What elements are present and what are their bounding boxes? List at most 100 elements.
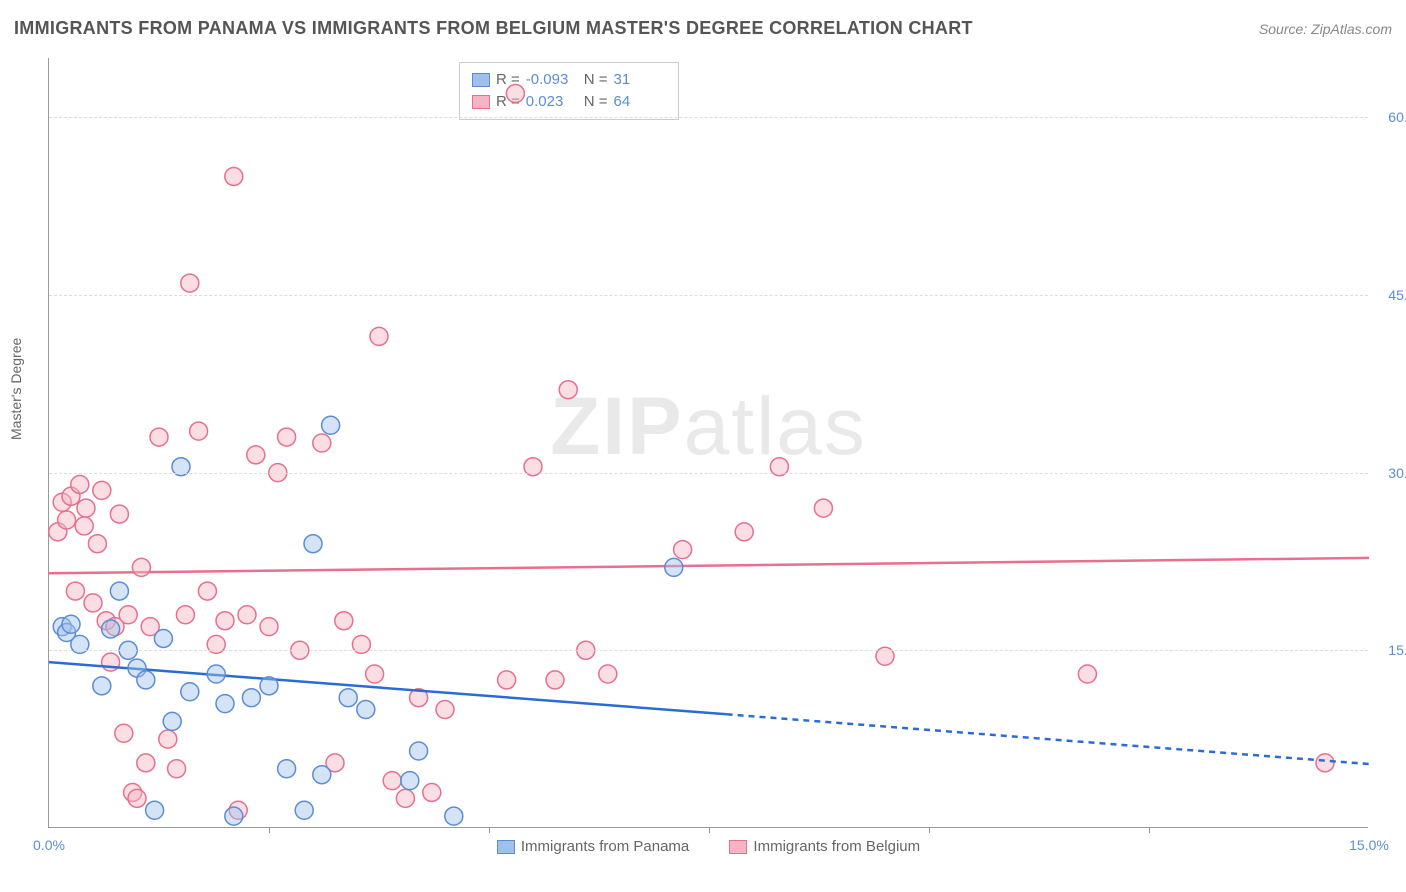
data-point [498,671,516,689]
data-point [150,428,168,446]
data-point [137,754,155,772]
data-point [93,677,111,695]
data-point [159,730,177,748]
data-point [154,629,172,647]
data-point [396,789,414,807]
data-point [260,618,278,636]
data-point [1078,665,1096,683]
data-point [110,505,128,523]
x-tick [709,827,710,833]
data-point [216,612,234,630]
data-point [207,665,225,683]
data-point [735,523,753,541]
data-point [335,612,353,630]
data-point [102,620,120,638]
x-tick [929,827,930,833]
data-point [137,671,155,689]
regression-line [49,558,1369,573]
source-name: ZipAtlas.com [1311,21,1392,37]
data-point [304,535,322,553]
data-point [423,783,441,801]
data-point [66,582,84,600]
data-point [146,801,164,819]
data-point [132,558,150,576]
grid-line [49,117,1368,118]
data-point [313,766,331,784]
data-point [260,677,278,695]
data-point [225,807,243,825]
data-point [278,428,296,446]
grid-line [49,650,1368,651]
data-point [93,481,111,499]
data-point [176,606,194,624]
data-point [88,535,106,553]
chart-header: IMMIGRANTS FROM PANAMA VS IMMIGRANTS FRO… [14,18,1392,39]
data-point [198,582,216,600]
bottom-swatch-panama [497,840,515,854]
data-point [370,327,388,345]
x-tick-label: 15.0% [1349,837,1389,853]
chart-svg [49,58,1368,827]
data-point [674,541,692,559]
regression-line-dashed [727,714,1369,764]
data-point [357,701,375,719]
bottom-label-belgium: Immigrants from Belgium [753,838,920,855]
data-point [71,475,89,493]
data-point [599,665,617,683]
data-point [128,789,146,807]
y-tick-label: 15.0% [1388,642,1406,658]
data-point [366,665,384,683]
data-point [339,689,357,707]
data-point [181,274,199,292]
data-point [322,416,340,434]
x-tick-label: 0.0% [33,837,65,853]
bottom-legend: Immigrants from Panama Immigrants from B… [49,838,1368,855]
bottom-legend-belgium: Immigrants from Belgium [729,838,920,855]
x-tick [489,827,490,833]
data-point [84,594,102,612]
data-point [58,511,76,529]
data-point [410,742,428,760]
data-point [119,606,137,624]
bottom-label-panama: Immigrants from Panama [521,838,689,855]
data-point [546,671,564,689]
data-point [77,499,95,517]
data-point [238,606,256,624]
plot-area: ZIPatlas R = -0.093 N = 31 R = 0.023 N =… [48,58,1368,828]
grid-line [49,473,1368,474]
chart-source: Source: ZipAtlas.com [1259,21,1392,37]
y-tick-label: 45.0% [1388,287,1406,303]
data-point [278,760,296,778]
data-point [110,582,128,600]
source-label: Source: [1259,21,1311,37]
x-tick [269,827,270,833]
data-point [115,724,133,742]
bottom-legend-panama: Immigrants from Panama [497,838,694,855]
data-point [665,558,683,576]
data-point [313,434,331,452]
data-point [75,517,93,535]
y-tick-label: 30.0% [1388,465,1406,481]
chart-title: IMMIGRANTS FROM PANAMA VS IMMIGRANTS FRO… [14,18,973,39]
data-point [401,772,419,790]
y-axis-label: Master's Degree [8,338,24,440]
bottom-swatch-belgium [729,840,747,854]
grid-line [49,295,1368,296]
y-tick-label: 60.0% [1388,109,1406,125]
data-point [163,712,181,730]
data-point [216,695,234,713]
data-point [225,167,243,185]
data-point [247,446,265,464]
data-point [814,499,832,517]
data-point [445,807,463,825]
data-point [506,85,524,103]
data-point [181,683,199,701]
data-point [190,422,208,440]
data-point [62,615,80,633]
data-point [383,772,401,790]
data-point [1316,754,1334,772]
data-point [436,701,454,719]
data-point [559,381,577,399]
data-point [242,689,260,707]
data-point [295,801,313,819]
